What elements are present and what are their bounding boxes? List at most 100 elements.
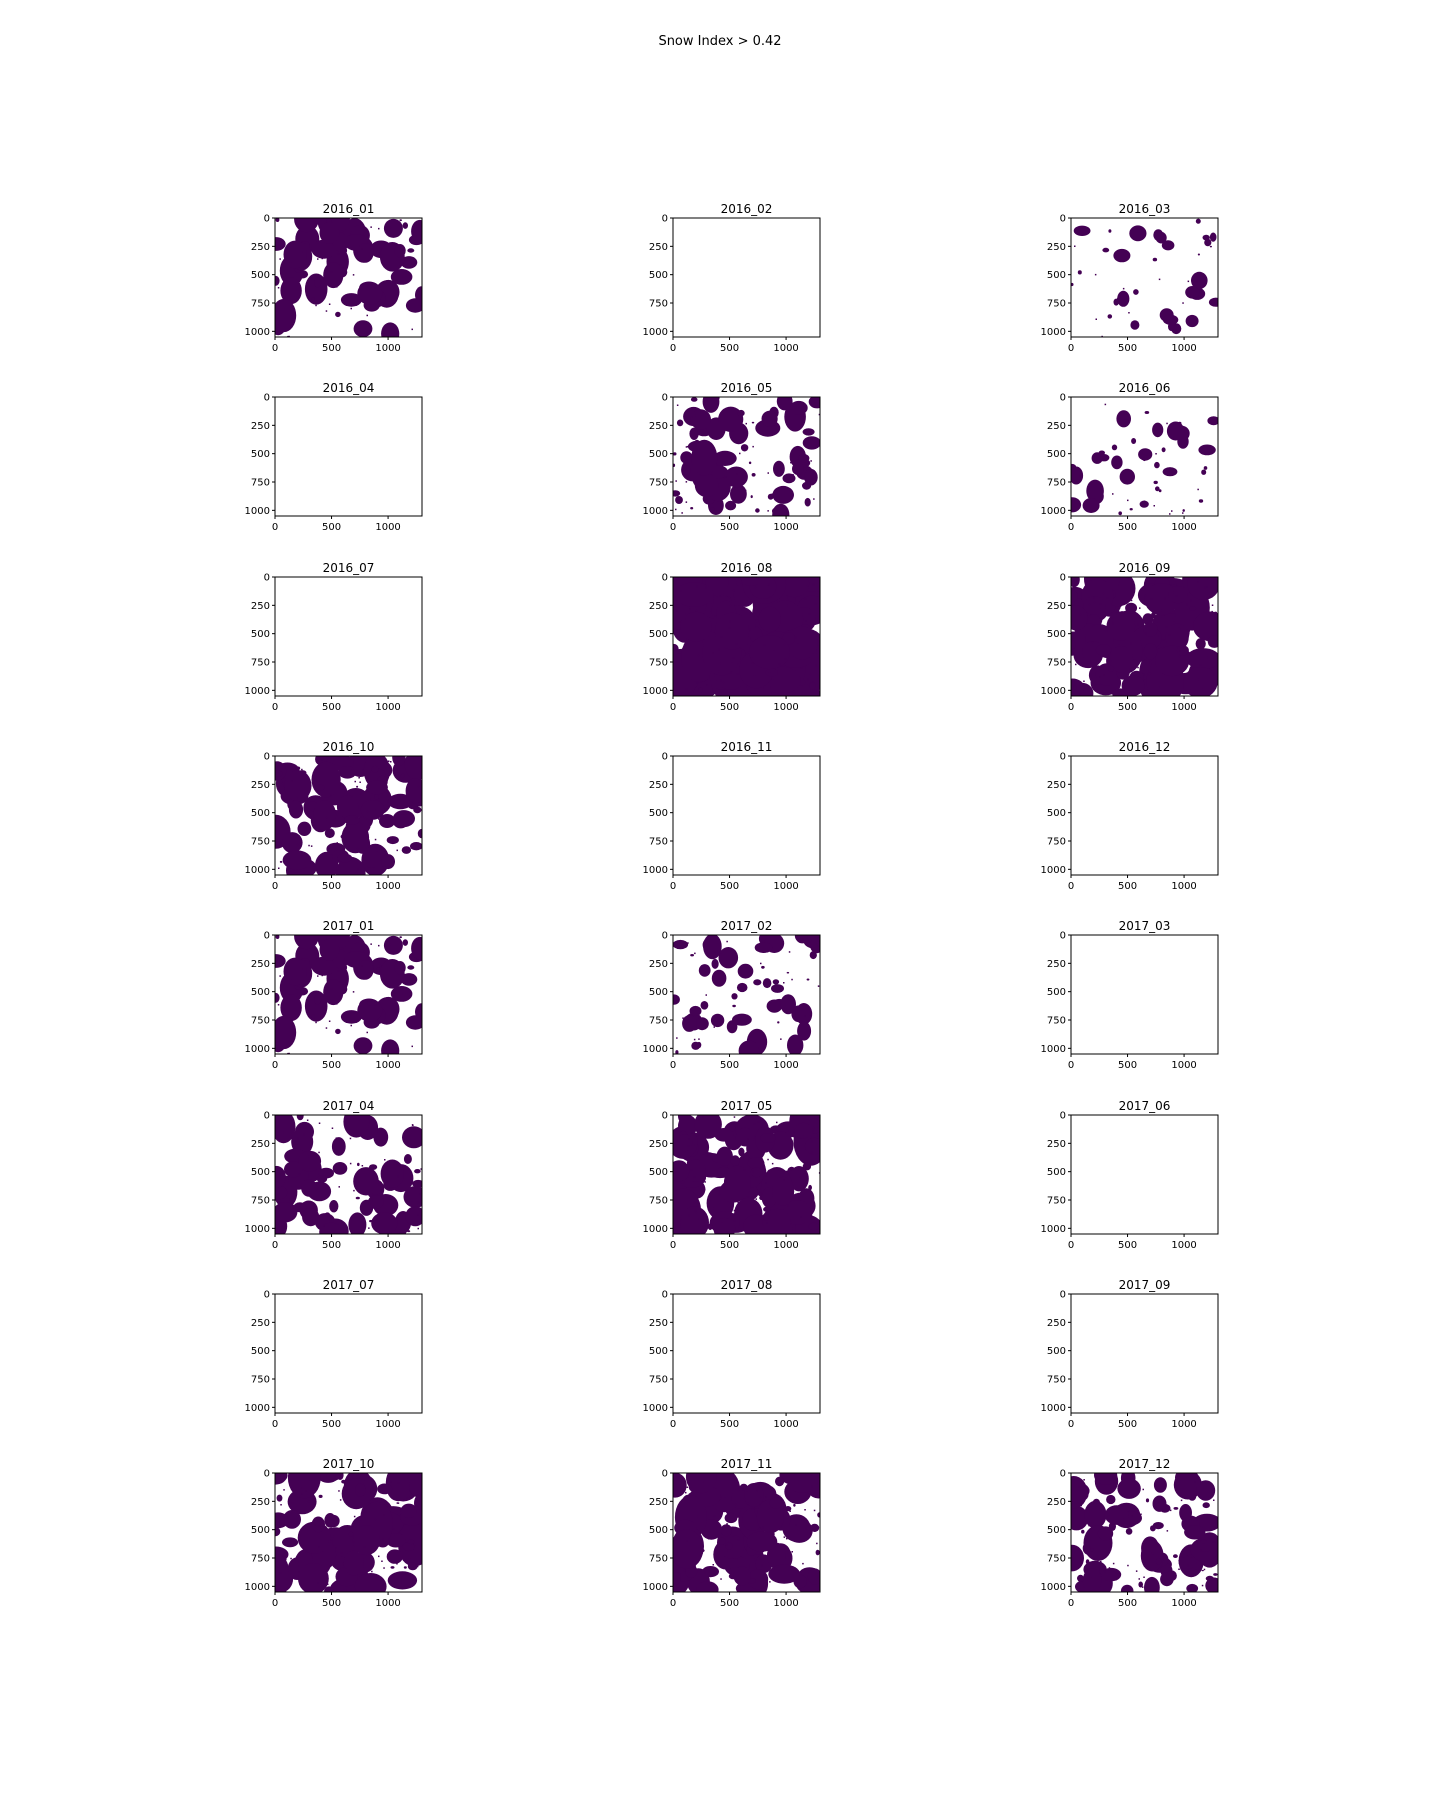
snow-blob <box>1086 479 1104 503</box>
snow-blob <box>1158 489 1162 493</box>
snow-pixel <box>328 1020 331 1022</box>
snow-blob <box>1071 1506 1089 1531</box>
snow-pixel <box>275 1554 277 1556</box>
snow-blob <box>401 846 412 854</box>
snow-blob <box>311 239 337 259</box>
snow-pixel <box>282 1582 284 1584</box>
snow-pixel <box>749 628 751 631</box>
panel-background <box>275 1294 422 1413</box>
y-tick-label: 750 <box>649 837 668 848</box>
snow-pixel <box>353 1515 356 1518</box>
snow-pixel <box>363 233 366 236</box>
panel-background <box>275 397 422 516</box>
snow-pixel <box>388 1040 390 1042</box>
snow-pixel <box>689 608 691 610</box>
snow-pixel <box>1088 1549 1091 1552</box>
snow-pixel <box>1144 1587 1147 1590</box>
snow-pixel <box>751 662 754 664</box>
snow-blob <box>673 1473 687 1498</box>
snow-pixel <box>693 1038 696 1041</box>
snow-pixel <box>800 667 803 669</box>
snow-blob <box>753 979 762 986</box>
snow-pixel <box>315 991 317 993</box>
snow-pixel <box>1195 689 1198 691</box>
snow-blob <box>804 497 811 507</box>
snow-pixel <box>362 769 364 771</box>
snow-pixel <box>283 1008 285 1011</box>
snow-pixel <box>734 1503 737 1506</box>
snow-pixel <box>309 1195 312 1198</box>
snow-blob <box>392 756 406 767</box>
snow-pixel <box>713 1026 715 1028</box>
snow-blob <box>400 1503 417 1519</box>
snow-pixel <box>391 1543 394 1545</box>
snow-pixel <box>1112 622 1114 625</box>
snow-blob <box>374 794 379 800</box>
snow-pixel <box>355 1550 357 1552</box>
snow-pixel <box>338 1490 340 1492</box>
snow-blob <box>307 1500 311 1503</box>
snow-blob <box>696 1581 719 1592</box>
x-tick-label: 500 <box>720 343 739 354</box>
snow-blob <box>1083 596 1106 615</box>
snow-pixel <box>785 1231 788 1234</box>
snow-mask-image <box>275 218 422 337</box>
snow-blob <box>707 1223 713 1230</box>
snow-pixel <box>280 1504 282 1506</box>
snow-blob <box>1071 1476 1088 1509</box>
snow-pixel <box>722 1175 724 1178</box>
snow-pixel <box>818 413 820 416</box>
snow-blob <box>381 854 395 870</box>
panel-title: 2016_01 <box>323 202 375 216</box>
snow-blob <box>404 756 422 780</box>
snow-pixel <box>411 1200 413 1202</box>
snow-pixel <box>720 951 722 954</box>
snow-blob <box>1178 1556 1197 1569</box>
snow-blob <box>809 951 817 960</box>
snow-blob <box>315 784 325 791</box>
snow-pixel <box>327 1540 329 1543</box>
snow-pixel <box>1135 1570 1138 1572</box>
snow-pixel <box>804 1015 806 1017</box>
snow-pixel <box>339 1499 342 1501</box>
snow-blob <box>690 954 694 957</box>
snow-pixel <box>406 797 409 799</box>
x-tick-label: 1000 <box>375 1240 400 1251</box>
snow-blob <box>760 1133 776 1143</box>
snow-blob <box>1091 452 1103 464</box>
snow-pixel <box>383 1514 385 1516</box>
y-tick-label: 0 <box>264 752 270 763</box>
snow-pixel <box>712 1207 714 1210</box>
snow-blob <box>390 269 413 285</box>
snow-blob <box>746 1531 778 1552</box>
snow-pixel <box>1088 1524 1090 1527</box>
x-tick-label: 500 <box>720 1598 739 1609</box>
snow-pixel <box>712 1564 714 1566</box>
snow-pixel <box>1165 626 1168 628</box>
snow-blob <box>1195 638 1206 650</box>
x-tick-label: 0 <box>272 881 278 892</box>
snow-pixel <box>305 1490 307 1492</box>
y-tick-label: 1000 <box>1041 686 1066 697</box>
x-tick-label: 0 <box>1068 343 1074 354</box>
snow-pixel <box>374 1518 377 1521</box>
snow-pixel <box>1108 1567 1111 1569</box>
snow-blob <box>348 1212 367 1234</box>
snow-pixel <box>684 618 686 620</box>
y-tick-label: 750 <box>649 299 668 310</box>
snow-blob <box>1213 1573 1218 1576</box>
snow-blob <box>807 1568 820 1585</box>
snow-blob <box>324 1586 335 1592</box>
snow-pixel <box>291 814 293 817</box>
snow-pixel <box>1102 651 1104 653</box>
snow-pixel <box>728 627 731 629</box>
snow-pixel <box>1182 302 1184 304</box>
x-tick-label: 0 <box>272 702 278 713</box>
y-tick-label: 1000 <box>245 1044 270 1055</box>
y-tick-label: 1000 <box>1041 327 1066 338</box>
snow-pixel <box>1211 578 1214 580</box>
snow-blob <box>755 508 760 513</box>
snow-pixel <box>767 585 769 587</box>
